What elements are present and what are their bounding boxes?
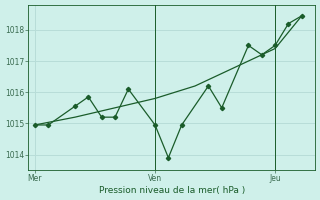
X-axis label: Pression niveau de la mer( hPa ): Pression niveau de la mer( hPa ) — [99, 186, 245, 195]
